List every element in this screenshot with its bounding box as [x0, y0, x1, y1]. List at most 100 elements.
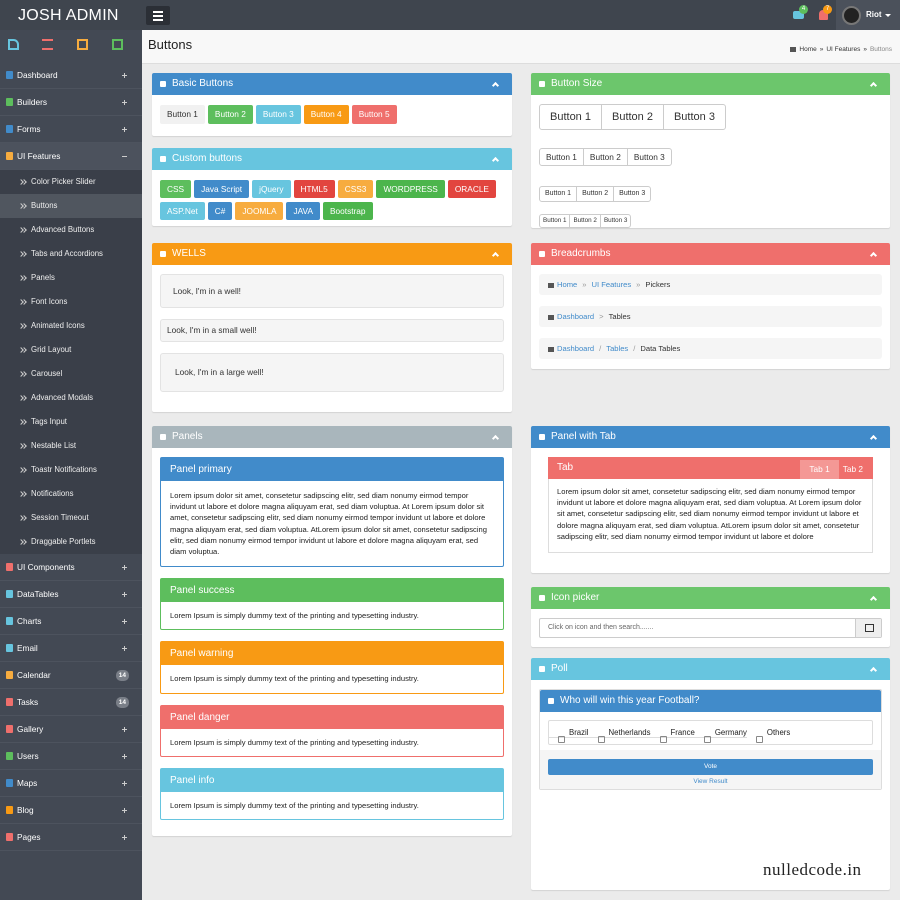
sidebar-subitem[interactable]: Advanced Modals — [0, 386, 142, 410]
button[interactable]: Button 3 — [662, 105, 725, 129]
sidebar-subitem[interactable]: Buttons — [0, 194, 142, 218]
tool-icon[interactable] — [42, 39, 53, 50]
sidebar-subitem[interactable]: Tags Input — [0, 410, 142, 434]
poll-option[interactable]: Netherlands — [588, 728, 651, 743]
collapse-button[interactable] — [869, 595, 878, 604]
checkbox[interactable] — [558, 736, 565, 743]
sidebar-item[interactable]: Pages — [0, 824, 142, 851]
button[interactable]: Button 3 — [626, 149, 671, 165]
button[interactable]: Button 3 — [599, 215, 630, 227]
tool-icon[interactable] — [8, 39, 19, 50]
sidebar-item[interactable]: Email — [0, 635, 142, 662]
breadcrumb-item[interactable]: UI Features — [826, 46, 861, 53]
button[interactable]: Button 1 — [546, 152, 577, 162]
sidebar-item[interactable]: Tasks 14 — [0, 689, 142, 716]
button[interactable]: CSS3 — [337, 180, 374, 198]
sidebar-item[interactable]: Calendar 14 — [0, 662, 142, 689]
sidebar-subitem[interactable]: Panels — [0, 266, 142, 290]
button[interactable]: Button 1 — [545, 190, 572, 197]
tool-icon[interactable] — [77, 39, 88, 50]
poll-option[interactable]: Brazil — [549, 728, 589, 743]
collapse-button[interactable] — [869, 434, 878, 443]
breadcrumb-item[interactable]: Home — [799, 46, 817, 53]
sidebar-subitem[interactable]: Advanced Buttons — [0, 218, 142, 242]
sidebar-item[interactable]: Maps — [0, 770, 142, 797]
button[interactable]: Button 2 — [582, 149, 627, 165]
poll-option[interactable]: France — [650, 728, 695, 743]
breadcrumb-item[interactable]: UI Features — [591, 280, 632, 289]
button[interactable]: WORDPRESS — [376, 180, 445, 198]
sidebar-subitem[interactable]: Notifications — [0, 482, 142, 506]
sidebar-subitem[interactable]: Nestable List — [0, 434, 142, 458]
button[interactable]: Button 4 — [303, 105, 349, 124]
checkbox[interactable] — [659, 736, 667, 743]
poll-option[interactable]: Germany — [694, 728, 747, 743]
button[interactable]: CSS — [160, 180, 192, 198]
brand[interactable]: JOSH ADMIN — [18, 7, 119, 24]
button[interactable]: Bootstrap — [323, 202, 373, 220]
mail-icon[interactable] — [793, 11, 804, 19]
collapse-button[interactable] — [869, 81, 878, 90]
collapse-button[interactable] — [869, 666, 878, 675]
sidebar-item[interactable]: Users — [0, 743, 142, 770]
sidebar-subitem[interactable]: Animated Icons — [0, 314, 142, 338]
sidebar-item[interactable]: DataTables — [0, 581, 142, 608]
button[interactable]: Button 1 — [550, 111, 591, 123]
view-result-link[interactable]: View Result — [693, 778, 728, 785]
sidebar-item[interactable]: Gallery — [0, 716, 142, 743]
collapse-button[interactable] — [491, 251, 500, 260]
collapse-button[interactable] — [869, 251, 878, 260]
button[interactable]: Button 1 — [543, 217, 567, 224]
breadcrumb-item[interactable]: Dashboard — [557, 344, 595, 353]
collapse-button[interactable] — [491, 434, 500, 443]
sidebar-subitem[interactable]: Grid Layout — [0, 338, 142, 362]
button[interactable]: Button 1 — [160, 105, 205, 124]
sidebar-subitem[interactable]: Session Timeout — [0, 506, 142, 530]
button[interactable]: Button 2 — [576, 187, 613, 201]
icon-picker-button[interactable] — [855, 619, 881, 637]
sidebar-subitem[interactable]: Color Picker Slider — [0, 170, 142, 194]
collapse-button[interactable] — [491, 156, 500, 165]
button[interactable]: Button 5 — [351, 105, 397, 124]
poll-option[interactable]: Others — [747, 728, 790, 743]
sidebar-subitem[interactable]: Carousel — [0, 362, 142, 386]
sidebar-subitem[interactable]: Toastr Notifications — [0, 458, 142, 482]
button[interactable]: HTML5 — [293, 180, 335, 198]
button[interactable]: JOOMLA — [235, 202, 284, 220]
sidebar-item[interactable]: Dashboard — [0, 62, 142, 89]
button[interactable]: Button 2 — [207, 105, 253, 124]
collapse-button[interactable] — [491, 81, 500, 90]
sidebar-item[interactable]: Builders — [0, 89, 142, 116]
button[interactable]: ORACLE — [447, 180, 496, 198]
button[interactable]: JAVA — [286, 202, 321, 220]
button[interactable]: Button 2 — [600, 105, 663, 129]
menu-toggle[interactable] — [146, 6, 170, 25]
sidebar-item[interactable]: Charts — [0, 608, 142, 635]
icon-picker-input[interactable]: Click on icon and then search....... — [539, 618, 882, 638]
sidebar-item[interactable]: Forms — [0, 116, 142, 143]
button[interactable]: Button 3 — [255, 105, 301, 124]
sidebar-item[interactable]: Blog — [0, 797, 142, 824]
checkbox[interactable] — [703, 736, 711, 743]
button[interactable]: jQuery — [252, 180, 291, 198]
tab[interactable]: Tab 1 — [800, 460, 839, 479]
breadcrumb-item[interactable]: Dashboard — [557, 312, 595, 321]
breadcrumb-item[interactable]: Tables — [606, 344, 629, 353]
sidebar-item[interactable]: UI Components — [0, 554, 142, 581]
user-menu[interactable]: Riot — [836, 0, 900, 30]
button[interactable]: C# — [207, 202, 233, 220]
sidebar-subitem[interactable]: Tabs and Accordions — [0, 242, 142, 266]
sidebar-subitem[interactable]: Draggable Portlets — [0, 530, 142, 554]
notification-icon[interactable] — [819, 10, 828, 20]
breadcrumb-item[interactable]: Home — [557, 280, 578, 289]
button[interactable]: Java Script — [194, 180, 250, 198]
checkbox[interactable] — [755, 736, 763, 743]
button[interactable]: Button 3 — [613, 187, 650, 201]
vote-button[interactable]: Vote — [548, 759, 873, 775]
sidebar-item[interactable]: UI Features — [0, 143, 142, 170]
checkbox[interactable] — [597, 736, 605, 743]
button[interactable]: ASP.Net — [160, 202, 205, 220]
sidebar-subitem[interactable]: Font Icons — [0, 290, 142, 314]
tab[interactable]: Tab 2 — [842, 464, 863, 474]
button[interactable]: Button 2 — [569, 215, 599, 227]
